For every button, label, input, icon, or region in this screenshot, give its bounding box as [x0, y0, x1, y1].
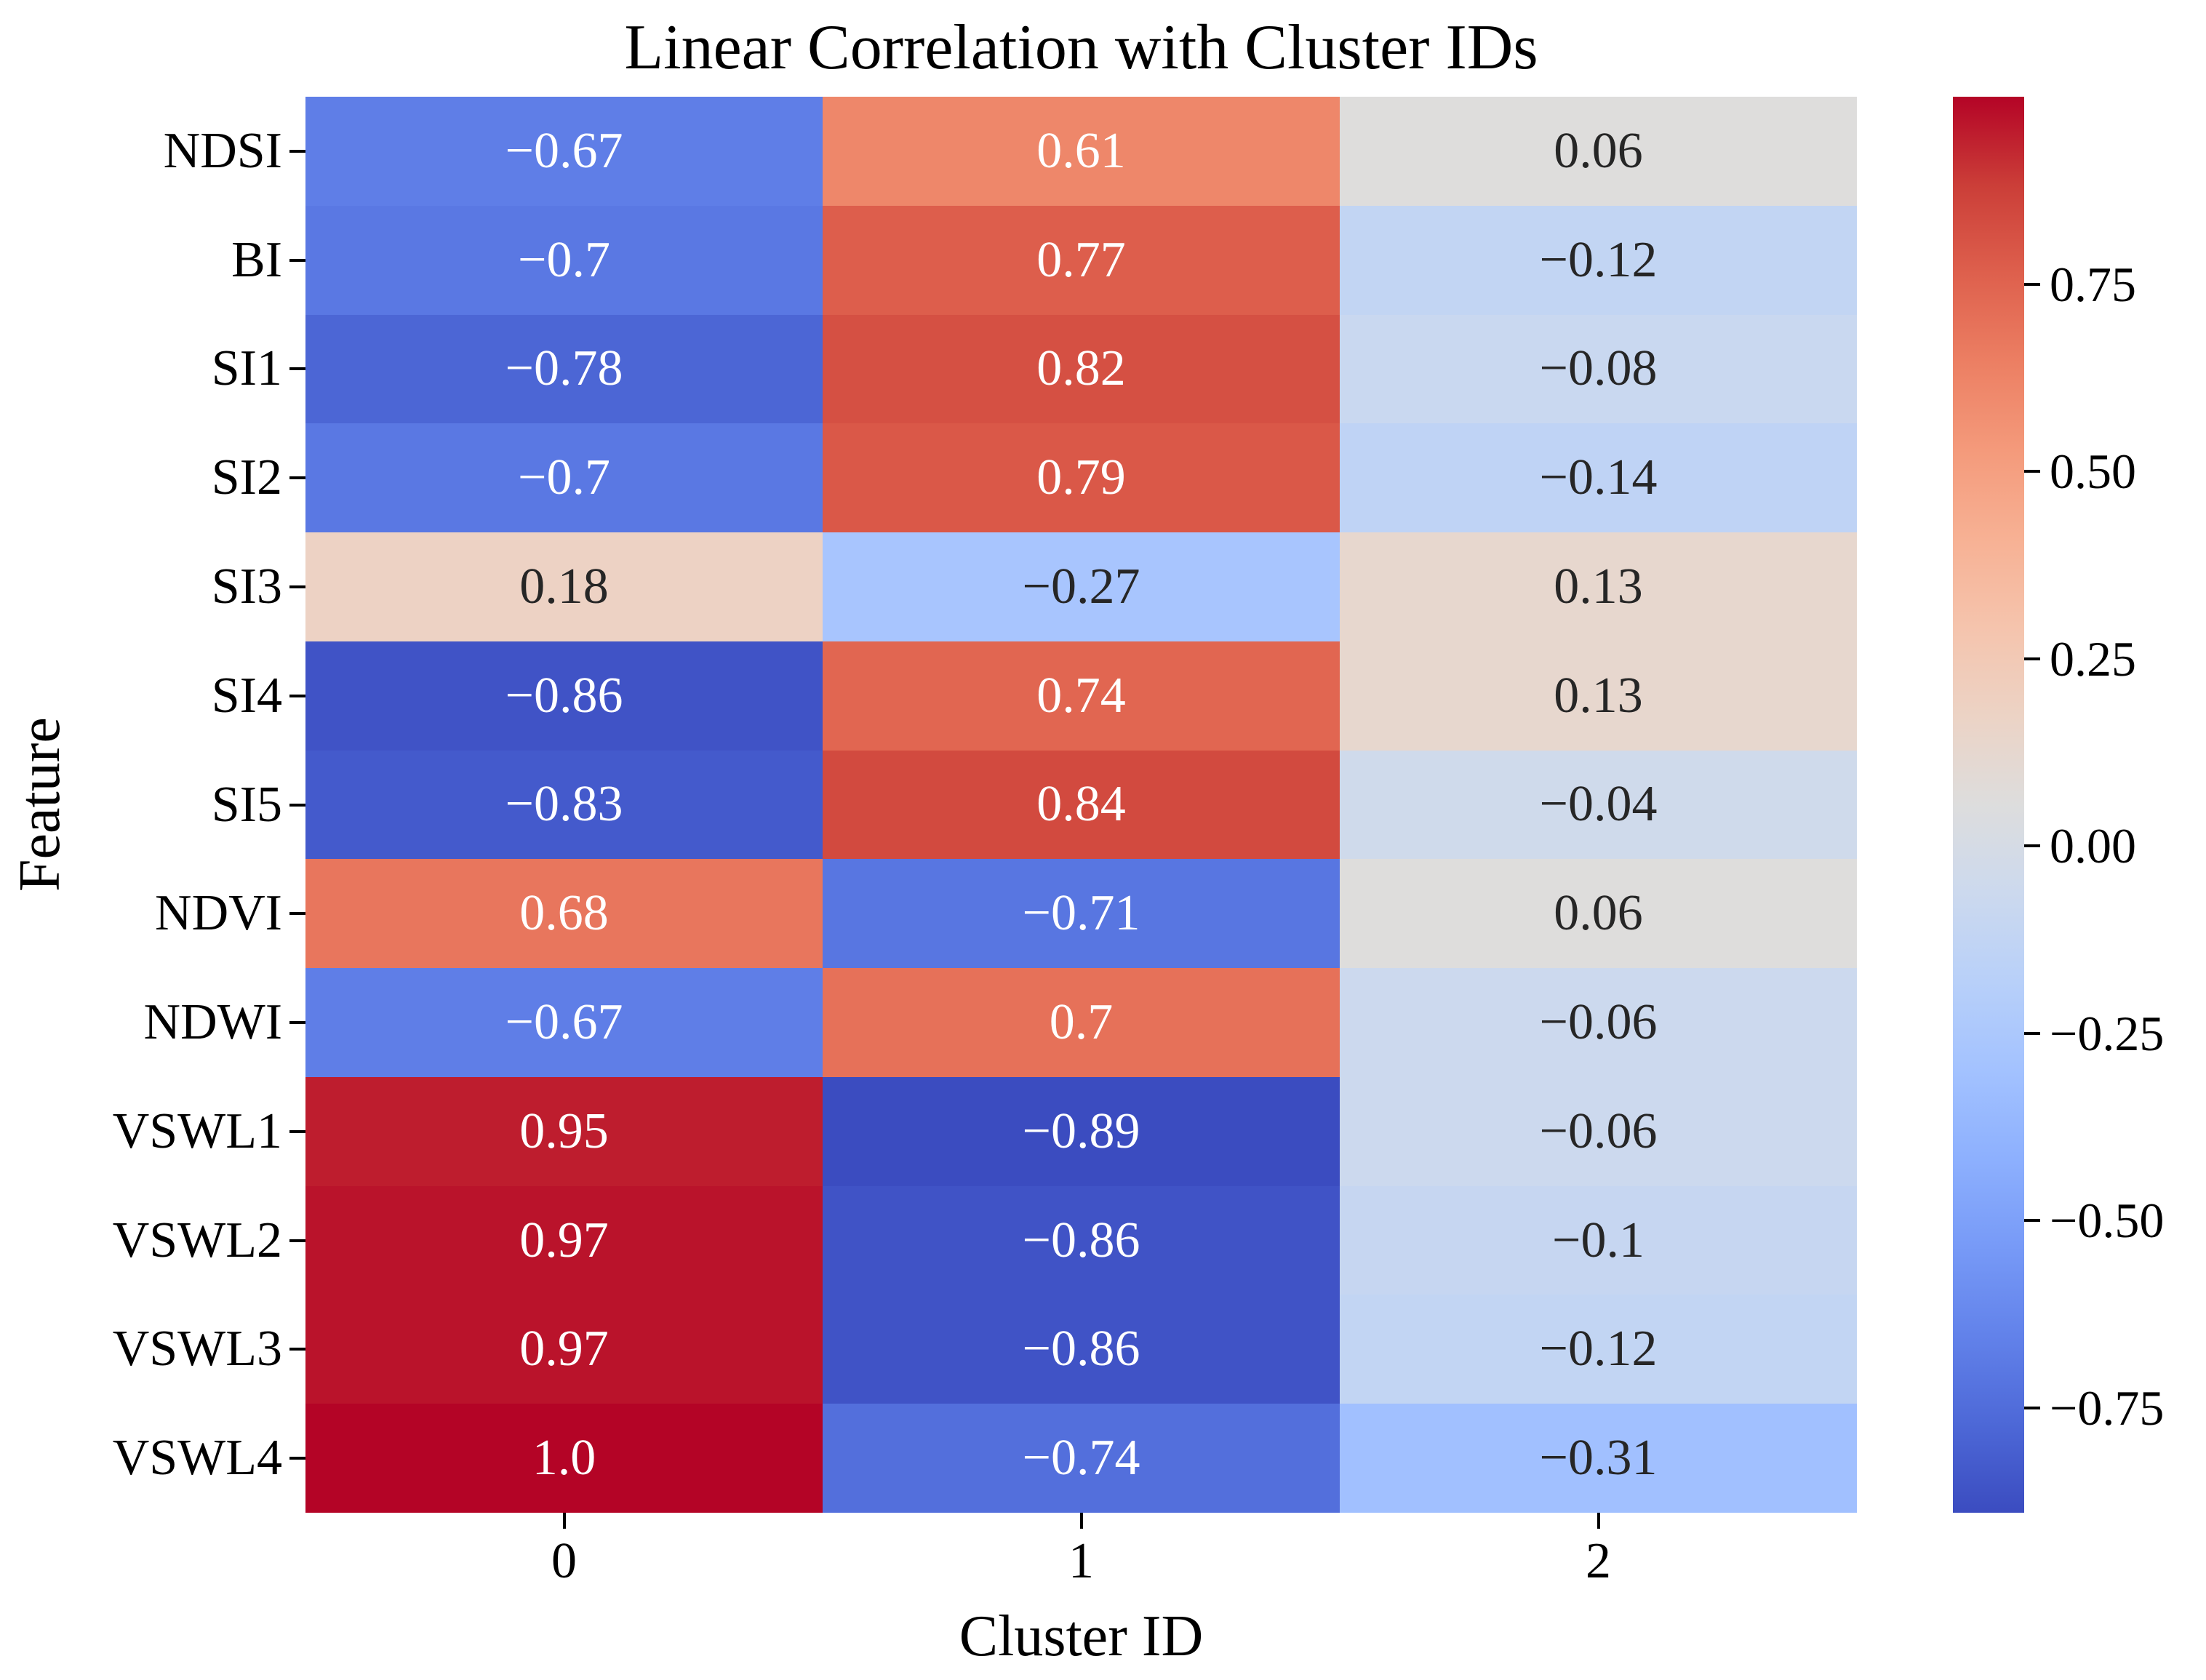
y-tick-label: NDSI	[163, 122, 282, 179]
heatmap-cell: 0.06	[1340, 97, 1857, 206]
heatmap-cell: 0.95	[305, 1076, 823, 1186]
y-tick-mark	[289, 1457, 305, 1460]
heatmap-cell: −0.83	[305, 750, 823, 860]
colorbar-tick-label: −0.50	[2050, 1193, 2165, 1249]
heatmap-cell: −0.06	[1340, 1076, 1857, 1186]
x-tick-label: 2	[1586, 1533, 1611, 1589]
x-tick-mark	[1079, 1513, 1083, 1529]
x-tick-label: 0	[551, 1533, 577, 1589]
y-tick-label: NDWI	[143, 994, 282, 1051]
y-tick-mark	[289, 1129, 305, 1133]
y-tick-label: SI3	[211, 558, 282, 615]
y-tick-label: VSWL4	[112, 1430, 282, 1487]
heatmap-cell: −0.04	[1340, 750, 1857, 860]
y-tick-label: SI4	[211, 667, 282, 724]
y-tick-mark	[289, 803, 305, 807]
y-tick-label: BI	[231, 231, 282, 288]
heatmap-cell: 0.06	[1340, 859, 1857, 969]
heatmap-cell: −0.27	[823, 532, 1340, 641]
colorbar-tick-label: −0.75	[2050, 1380, 2165, 1436]
colorbar-tick-label: 0.75	[2050, 256, 2136, 312]
heatmap-cell: 0.82	[823, 314, 1340, 424]
heatmap-cell: −0.06	[1340, 968, 1857, 1077]
colorbar-tick-mark	[2024, 657, 2040, 660]
heatmap-cell: 0.77	[823, 205, 1340, 315]
heatmap-cell: 0.13	[1340, 532, 1857, 641]
y-tick-mark	[289, 1021, 305, 1025]
heatmap-cell: −0.78	[305, 314, 823, 424]
heatmap-cell: −0.89	[823, 1076, 1340, 1186]
colorbar	[1953, 97, 2024, 1513]
heatmap-cell: −0.86	[823, 1185, 1340, 1295]
heatmap-cell: 0.68	[305, 859, 823, 969]
y-tick-mark	[289, 694, 305, 697]
heatmap-cell: 1.0	[305, 1404, 823, 1513]
y-tick-label: VSWL3	[112, 1321, 282, 1377]
heatmap-cell: −0.7	[305, 423, 823, 533]
colorbar-tick-label: 0.00	[2050, 818, 2136, 874]
y-tick-mark	[289, 585, 305, 588]
chart-title: Linear Correlation with Cluster IDs	[624, 12, 1538, 83]
y-tick-label: VSWL2	[112, 1212, 282, 1268]
heatmap-cell: −0.74	[823, 1404, 1340, 1513]
y-tick-label: NDVI	[155, 885, 282, 942]
heatmap-cell: 0.97	[305, 1295, 823, 1404]
heatmap-cell: 0.97	[305, 1185, 823, 1295]
heatmap-cell: 0.84	[823, 750, 1340, 860]
y-tick-label: SI5	[211, 776, 282, 833]
y-tick-label: VSWL1	[112, 1103, 282, 1159]
heatmap-cell: −0.08	[1340, 314, 1857, 424]
colorbar-tick-mark	[2024, 282, 2040, 286]
heatmap-cell: 0.61	[823, 97, 1340, 206]
heatmap-grid: −0.67 0.61 0.06 −0.7 0.77 −0.12 −0.78 0.82 −0.08…	[305, 97, 1857, 1513]
colorbar-tick-label: −0.25	[2050, 1005, 2165, 1061]
y-tick-mark	[289, 476, 305, 480]
heatmap-cell: −0.31	[1340, 1404, 1857, 1513]
colorbar-tick-mark	[2024, 1219, 2040, 1223]
y-tick-label: SI1	[211, 340, 282, 397]
heatmap-cell: −0.86	[823, 1295, 1340, 1404]
colorbar-tick-mark	[2024, 470, 2040, 473]
heatmap-cell: −0.67	[305, 97, 823, 206]
heatmap-cell: −0.12	[1340, 1295, 1857, 1404]
heatmap-cell: −0.12	[1340, 205, 1857, 315]
colorbar-tick-label: 0.25	[2050, 631, 2136, 687]
colorbar-tick-label: 0.50	[2050, 444, 2136, 500]
y-tick-mark	[289, 1348, 305, 1351]
y-tick-mark	[289, 912, 305, 916]
colorbar-tick-mark	[2024, 844, 2040, 848]
heatmap-cell: −0.67	[305, 968, 823, 1077]
x-tick-label: 1	[1068, 1533, 1094, 1589]
y-tick-mark	[289, 1239, 305, 1242]
heatmap-cell: 0.13	[1340, 641, 1857, 751]
heatmap-cell: 0.79	[823, 423, 1340, 533]
y-tick-mark	[289, 149, 305, 153]
heatmap-cell: 0.7	[823, 968, 1340, 1077]
y-tick-mark	[289, 258, 305, 262]
heatmap-cell: −0.71	[823, 859, 1340, 969]
heatmap-cell: −0.14	[1340, 423, 1857, 533]
x-tick-mark	[562, 1513, 566, 1529]
heatmap-cell: −0.7	[305, 205, 823, 315]
heatmap-cell: −0.86	[305, 641, 823, 751]
colorbar-tick-mark	[2024, 1031, 2040, 1035]
y-tick-label: SI2	[211, 449, 282, 506]
heatmap-cell: 0.18	[305, 532, 823, 641]
heatmap-cell: 0.74	[823, 641, 1340, 751]
colorbar-tick-mark	[2024, 1406, 2040, 1409]
heatmap-cell: −0.1	[1340, 1185, 1857, 1295]
x-axis-label: Cluster ID	[959, 1604, 1204, 1668]
y-tick-mark	[289, 367, 305, 371]
x-tick-mark	[1596, 1513, 1600, 1529]
